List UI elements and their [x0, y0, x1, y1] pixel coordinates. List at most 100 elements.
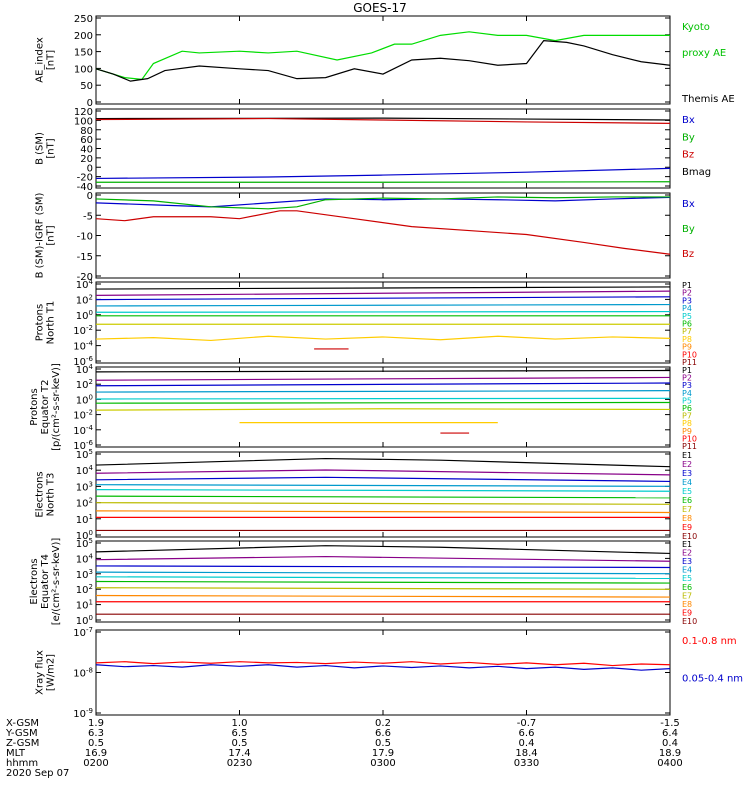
y-tick-label: 103 [76, 480, 93, 493]
series-line-e1 [96, 546, 670, 554]
legend-label: E4 [682, 478, 692, 487]
series-line-e3 [96, 566, 670, 568]
y-tick-label: 10-4 [73, 340, 93, 353]
y-tick-label: 250 [74, 14, 93, 25]
footer-value: 0200 [83, 758, 108, 769]
legend-label: E10 [682, 617, 697, 626]
y-tick-label: 200 [74, 31, 93, 42]
legend-label: 0.05-0.4 nm [682, 674, 743, 685]
y-axis-label: ProtonsNorth T1 [35, 301, 57, 345]
y-tick-label: 104 [76, 464, 94, 477]
series-line-by [96, 197, 670, 209]
y-tick-label: 103 [76, 568, 93, 581]
y-tick-label: 100 [74, 64, 93, 75]
series-line-p1 [96, 370, 670, 371]
series-line-p2 [96, 377, 670, 380]
y-tick-label: 10-8 [73, 667, 93, 680]
legend-label: Bmag [682, 167, 711, 178]
y-axis-label: AE_index[nT] [35, 37, 57, 83]
series-line-e4 [96, 572, 670, 574]
y-tick-label: 102 [76, 497, 93, 510]
legend-label: Bz [682, 249, 694, 260]
y-axis-label: ElectronsEquator T4[e/(cm²-s-sr-keV)] [29, 538, 62, 626]
y-tick-label: -15 [77, 252, 93, 263]
series-line-e5 [96, 490, 670, 492]
y-tick-label: 150 [74, 48, 93, 59]
y-tick-label: 10-4 [73, 424, 93, 437]
y-tick-label: 104 [76, 363, 94, 376]
y-axis-label: B (SM)[nT] [35, 132, 57, 165]
legend-label: E5 [682, 487, 692, 496]
series-line-e4 [96, 485, 670, 487]
series-line-0-1-0-8-nm [96, 662, 670, 666]
legend-label: E7 [682, 505, 692, 514]
footer-value: 0400 [657, 758, 682, 769]
series-line-e3 [96, 477, 670, 481]
series-line-e2 [96, 470, 670, 475]
legend-label: Bx [682, 115, 695, 126]
series-line-p5 [96, 312, 670, 313]
series-line-bz [96, 211, 670, 254]
y-axis-label: Xray flux[W/m2] [35, 650, 57, 695]
legend-label: By [682, 132, 695, 143]
y-tick-label: 100 [76, 393, 93, 406]
series-line-e7 [96, 588, 670, 590]
y-tick-label: 105 [76, 537, 93, 550]
legend-label: P11 [682, 442, 697, 451]
series-line-0-05-0-4-nm [96, 665, 670, 670]
series-line-themis-ae [96, 41, 670, 81]
series-line-e2 [96, 557, 670, 562]
legend-label: Bx [682, 199, 695, 210]
legend-label: Kyoto [682, 22, 710, 33]
legend-label: E9 [682, 523, 692, 532]
y-tick-label: 10-2 [73, 324, 93, 337]
y-tick-label: 100 [76, 309, 93, 322]
series-line-e8 [96, 596, 670, 598]
footer-value: 0300 [370, 758, 395, 769]
series-line-e8 [96, 511, 670, 513]
series-line-p3 [96, 383, 670, 386]
y-tick-label: 50 [80, 81, 93, 92]
series-line-p7 [96, 409, 670, 410]
y-tick-label: -10 [77, 232, 93, 243]
series-line-p8 [96, 336, 670, 340]
legend-label: proxy AE [682, 48, 726, 59]
legend-label: By [682, 224, 695, 235]
y-tick-label: 10-7 [73, 626, 93, 639]
footer-value: 0330 [514, 758, 539, 769]
plot-title: GOES-17 [353, 1, 407, 15]
series-line-p1 [96, 287, 670, 289]
panel-frame [96, 16, 670, 104]
series-line-e6 [96, 496, 670, 498]
series-line-e7 [96, 503, 670, 505]
legend-label: Bz [682, 150, 694, 161]
legend-label: E6 [682, 496, 692, 505]
legend-label: E1 [682, 451, 692, 460]
y-tick-label: 0 [87, 191, 93, 202]
y-tick-label: -5 [83, 211, 93, 222]
y-tick-label: 104 [76, 278, 94, 291]
legend-label: Themis AE [681, 94, 735, 105]
series-line-e1 [96, 459, 670, 467]
legend-label: E2 [682, 460, 692, 469]
series-line-e6 [96, 582, 670, 584]
panel-frame [96, 630, 670, 715]
panels-group: 250 200 150 100 50 0 AE_index[nT] Kyoto proxy AE… [29, 14, 743, 720]
y-tick-label: 101 [76, 513, 93, 526]
y-axis-label: ProtonsEquator T2[p/(cm²-s-sr-keV)] [29, 363, 62, 451]
legend-label: E8 [682, 514, 692, 523]
footer-date: 2020 Sep 07 [6, 768, 69, 779]
y-axis-label: B (SM)-IGRF (SM)[nT] [35, 193, 57, 279]
footer-value: 0230 [227, 758, 252, 769]
y-tick-label: 102 [76, 378, 93, 391]
y-tick-label: 104 [76, 552, 94, 565]
legend-label: 0.1-0.8 nm [682, 636, 737, 647]
